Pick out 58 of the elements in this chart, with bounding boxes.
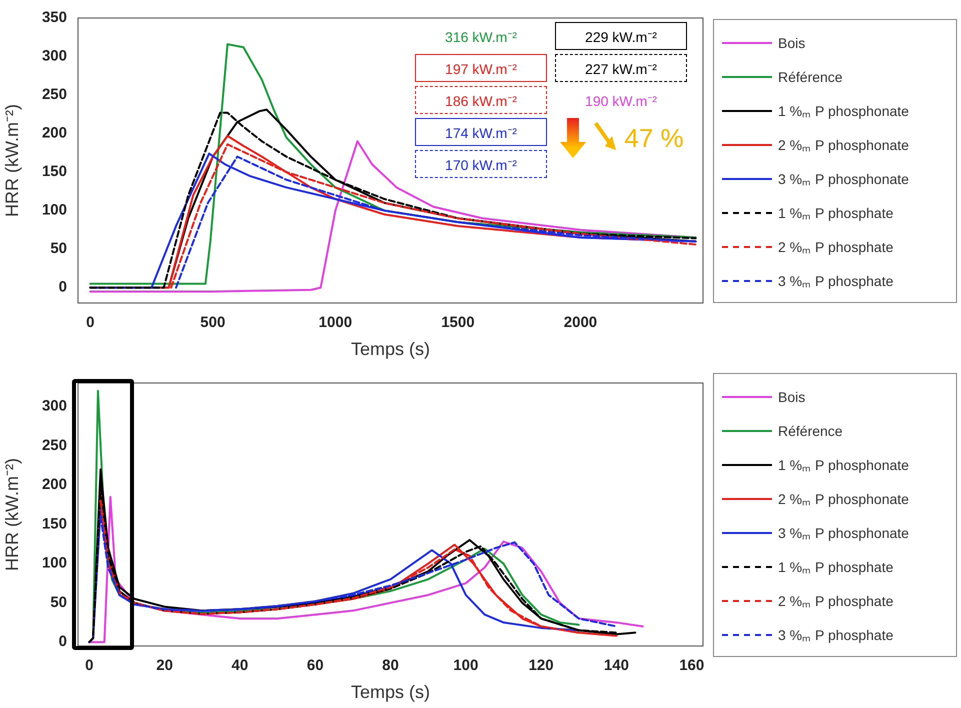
y-tick-label: 100: [42, 202, 67, 219]
y-tick-label: 150: [42, 515, 67, 532]
annotation: 229 kW.m⁻²: [555, 22, 687, 50]
y-tick-label: 200: [42, 124, 67, 142]
legend-label: 1 %ₘ P phosphate: [778, 558, 894, 576]
x-tick-label: 120: [528, 657, 554, 674]
x-tick-label: 500: [200, 314, 226, 332]
legend-label: Référence: [778, 422, 843, 438]
x-tick-label: 80: [382, 657, 399, 674]
y-axis-title: HRR (kW.m⁻²): [2, 104, 22, 217]
x-tick-label: 40: [232, 657, 248, 674]
y-tick-label: 0: [58, 278, 67, 296]
legend-label: 1 %ₘ P phosphonate: [778, 102, 909, 120]
legend-label: 3 %ₘ P phosphate: [778, 626, 894, 644]
annotation: 190 kW.m⁻²: [584, 92, 658, 110]
annotation: 174 kW.m⁻²: [415, 118, 547, 146]
y-tick-label: 300: [42, 398, 67, 415]
legend-label: 1 %ₘ P phosphate: [778, 204, 894, 222]
x-tick-label: 1500: [441, 314, 475, 332]
y-tick-label: 350: [42, 9, 67, 26]
y-tick-label: 200: [42, 476, 67, 494]
legend-label: 3 %ₘ P phosphonate: [778, 524, 909, 542]
legend-label: Bois: [778, 34, 806, 50]
legend-label: 3 %ₘ P phosphate: [778, 272, 894, 290]
x-tick-label: 60: [306, 657, 324, 674]
y-tick-label: 250: [42, 436, 67, 454]
annotation: 197 kW.m⁻²: [415, 54, 547, 82]
x-axis-title: Temps (s): [350, 682, 430, 702]
x-tick-label: 140: [604, 657, 629, 674]
x-tick-label: 0: [86, 314, 94, 332]
legend-label: 2 %ₘ P phosphate: [778, 238, 894, 256]
legend-label: 1 %ₘ P phosphonate: [778, 456, 909, 474]
x-tick-label: 20: [156, 657, 173, 674]
x-tick-label: 1000: [318, 314, 352, 332]
y-tick-label: 50: [50, 594, 67, 611]
legend-label: 2 %ₘ P phosphonate: [778, 136, 909, 154]
y-tick-label: 300: [42, 48, 67, 65]
legend-label: 2 %ₘ P phosphonate: [778, 490, 909, 508]
y-tick-label: 0: [58, 633, 67, 650]
y-tick-label: 50: [50, 240, 67, 258]
x-tick-label: 100: [453, 657, 478, 674]
x-axis-title: Temps (s): [350, 339, 430, 360]
y-tick-label: 150: [42, 163, 67, 180]
legend-label: 3 %ₘ P phosphonate: [778, 170, 909, 188]
legend-label: 2 %ₘ P phosphate: [778, 592, 894, 610]
annotation: 316 kW.m⁻²: [444, 28, 518, 46]
annotation: 170 kW.m⁻²: [415, 150, 547, 178]
y-tick-label: 250: [42, 86, 67, 104]
x-tick-label: 0: [85, 657, 94, 674]
x-tick-label: 2000: [564, 314, 598, 332]
annotation: 186 kW.m⁻²: [415, 86, 547, 114]
x-tick-label: 160: [679, 657, 704, 674]
annotation: 47 %: [623, 122, 685, 154]
legend-label: Bois: [778, 388, 806, 404]
y-axis-title: HRR (kW.m⁻²): [2, 458, 22, 571]
annotation: 227 kW.m⁻²: [555, 54, 687, 82]
legend-label: Référence: [778, 68, 843, 84]
y-tick-label: 100: [42, 554, 67, 572]
